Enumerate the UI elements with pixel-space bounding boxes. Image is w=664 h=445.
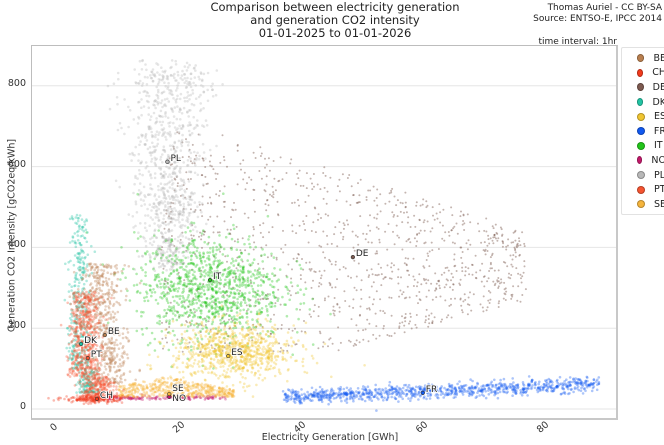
legend-label: PT [654, 184, 664, 196]
centroid-marker [85, 355, 90, 361]
centroid-label-no: NO [172, 394, 186, 404]
y-tick-label: 800 [7, 77, 26, 89]
credit: Thomas Auriel - CC BY-SA Source: ENTSO-E… [533, 3, 662, 25]
legend-label: PL [654, 169, 664, 181]
series-dk [63, 213, 104, 395]
legend: BE CH DE DK ES FR IT NO PL PT SE [621, 47, 664, 215]
centroid-marker [420, 390, 425, 395]
legend-item-be: BE [622, 51, 664, 66]
x-tick-label: 0 [48, 421, 60, 434]
centroid-marker [79, 341, 84, 347]
series-se [117, 376, 236, 399]
centroid-label-es: ES [231, 348, 243, 358]
legend-item-pt: PT [622, 182, 664, 197]
y-tick-label: 200 [7, 320, 26, 332]
x-tick-label: 80 [535, 419, 552, 436]
legend-item-pl: PL [622, 168, 664, 183]
centroid-marker [167, 391, 172, 397]
legend-label: CH [652, 67, 664, 79]
legend-item-it: IT [622, 139, 664, 154]
centroid-label-dk: DK [84, 336, 98, 346]
y-tick-label: 0 [19, 401, 26, 412]
legend-marker-icon [637, 54, 645, 63]
legend-item-ch: CH [622, 66, 664, 81]
legend-label: BE [653, 52, 664, 64]
y-tick-label: 600 [7, 158, 26, 170]
legend-item-fr: FR [622, 124, 664, 139]
title-line-2: and generation CO2 intensity [250, 13, 420, 27]
series-es [146, 304, 366, 398]
legend-marker-icon [637, 141, 645, 150]
credit-author: Thomas Auriel - CC BY-SA [547, 3, 662, 13]
centroid-marker [102, 332, 107, 338]
centroid-marker [350, 254, 355, 260]
centroid-label-be: BE [108, 327, 120, 337]
centroid-label-it: IT [213, 272, 222, 282]
legend-marker-icon [637, 171, 645, 180]
centroid-label-pl: PL [170, 154, 180, 164]
time-interval-label: time interval: 1hr [538, 37, 617, 47]
centroid-label-fr: FR [426, 385, 437, 395]
legend-item-de: DE [622, 80, 664, 95]
legend-marker-icon [637, 156, 643, 165]
legend-marker-icon [637, 185, 645, 194]
centroid-marker [165, 159, 170, 164]
legend-label: FR [653, 125, 664, 137]
series-fr [281, 375, 601, 412]
series-pt [59, 290, 118, 399]
series-de [160, 131, 527, 354]
legend-label: DK [652, 96, 664, 108]
legend-label: NO [651, 154, 664, 166]
centroid-label-ch: CH [100, 391, 113, 401]
series-pl [106, 58, 224, 289]
credit-source: Source: ENTSO-E, IPCC 2014 [533, 14, 662, 24]
legend-marker-icon [637, 83, 644, 92]
title-line-3: 01-01-2025 to 01-01-2026 [258, 26, 412, 40]
scatter-plot: BE CH DE DK ES FR IT NO PL PT SE [32, 58, 616, 412]
legend-marker-icon [637, 98, 644, 107]
series-no [106, 393, 227, 402]
centroid-marker [207, 278, 213, 283]
legend-marker-icon [637, 112, 645, 121]
centroid-marker [226, 353, 231, 359]
legend-label: DE [652, 81, 664, 93]
legend-item-se: SE [622, 197, 664, 212]
legend-item-no: NO [622, 153, 664, 168]
series-it [85, 192, 332, 370]
y-tick-label: 400 [7, 239, 26, 251]
legend-marker-icon [637, 68, 644, 77]
legend-marker-icon [637, 200, 645, 209]
title-line-1: Comparison between electricity generatio… [210, 0, 460, 14]
legend-label: ES [653, 111, 664, 123]
centroid-label-se: SE [172, 384, 184, 394]
chart-title: Comparison between electricity generatio… [190, 1, 480, 40]
plot-area: BE CH DE DK ES FR IT NO PL PT SE [31, 45, 618, 420]
centroid-label-de: DE [356, 249, 369, 259]
legend-marker-icon [637, 127, 645, 136]
legend-item-es: ES [622, 109, 664, 124]
legend-label: IT [654, 140, 663, 152]
centroid-label-pt: PT [91, 350, 102, 360]
series-be [68, 262, 142, 386]
centroid-marker [94, 396, 100, 402]
legend-item-dk: DK [622, 95, 664, 110]
legend-label: SE [653, 198, 664, 210]
x-tick-label: 20 [170, 419, 187, 436]
x-axis-label: Electricity Generation [GWh] [261, 432, 399, 443]
